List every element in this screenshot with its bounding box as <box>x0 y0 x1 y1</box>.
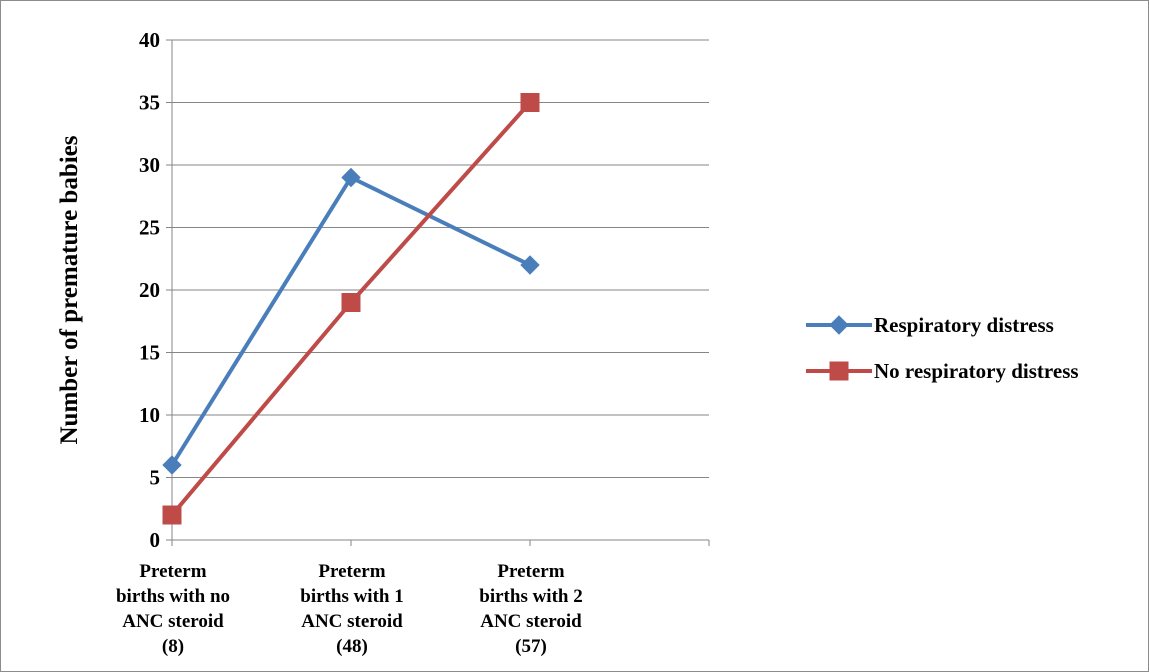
x-category-label: Preterm births with 1 ANC steroid (48) <box>300 561 403 657</box>
y-tick-label: 20 <box>139 278 160 302</box>
data-point <box>520 255 540 275</box>
x-category-label: Preterm births with 2 ANC steroid (57) <box>479 561 582 657</box>
series-line <box>170 175 531 467</box>
legend-label: No respiratory distress <box>874 359 1079 383</box>
y-tick-label: 35 <box>139 91 160 115</box>
series-layer <box>162 93 540 525</box>
legend-marker <box>829 315 849 335</box>
data-point <box>341 293 361 312</box>
y-tick-label: 15 <box>139 341 160 365</box>
series-no-respiratory-distress <box>162 93 540 525</box>
x-axis-labels: Preterm births with no ANC steroid (8) Prete… <box>116 561 583 657</box>
y-axis-title: Number of premature babies <box>56 135 83 444</box>
y-tick-label: 5 <box>150 466 161 490</box>
data-point <box>520 93 540 112</box>
legend-item: No respiratory distress <box>806 359 1079 383</box>
x-category-label: Preterm births with no ANC steroid (8) <box>116 561 230 657</box>
y-axis-ticks: 0 5 10 15 20 25 30 35 40 <box>139 28 172 552</box>
y-tick-label: 0 <box>150 528 161 552</box>
series-respiratory-distress <box>162 167 540 475</box>
legend-label: Respiratory distress <box>874 313 1054 337</box>
legend-marker <box>829 361 849 381</box>
y-tick-label: 40 <box>139 28 160 52</box>
y-tick-label: 30 <box>139 153 160 177</box>
data-point <box>162 505 182 525</box>
axes <box>171 40 710 546</box>
legend-item: Respiratory distress <box>806 313 1054 337</box>
legend: Respiratory distress No respiratory distr… <box>806 313 1079 383</box>
y-tick-label: 25 <box>139 216 160 240</box>
data-point <box>341 167 361 188</box>
gridlines <box>172 39 709 478</box>
y-tick-label: 10 <box>139 403 160 427</box>
data-point <box>162 455 182 475</box>
